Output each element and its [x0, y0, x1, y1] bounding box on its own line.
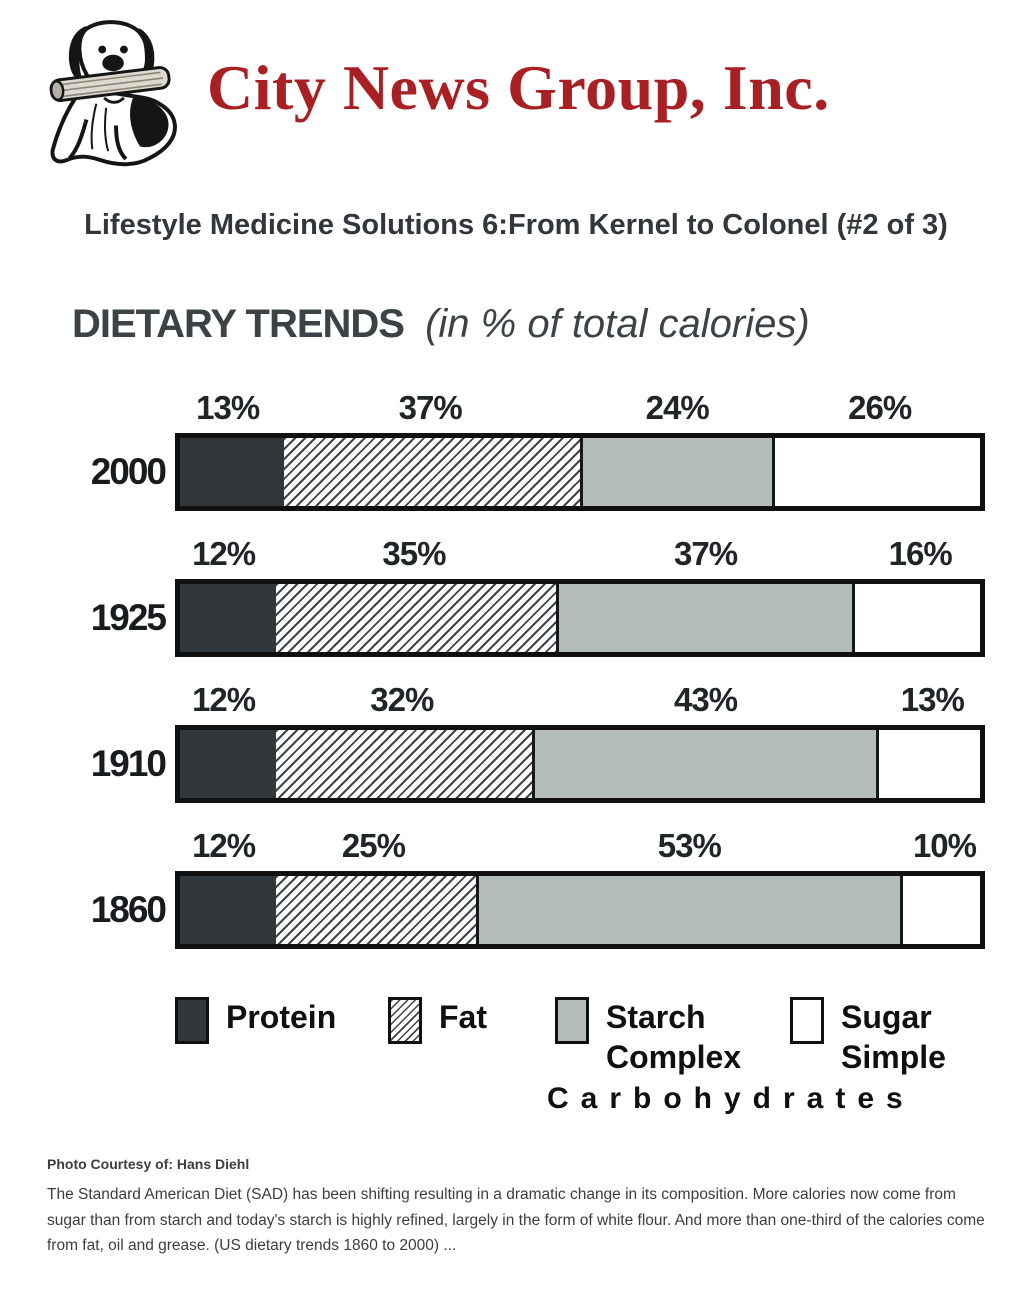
bar-segment-starch-1925: [556, 583, 852, 652]
chart-title-sub: (in % of total calories): [425, 301, 810, 346]
percent-label-starch-1925: 37%: [674, 534, 738, 572]
legend-item-protein: Protein: [175, 996, 388, 1079]
percent-labels-row-1925: 12% 35% 37% 16%: [175, 535, 985, 573]
stacked-bar-1910: [175, 724, 985, 803]
bar-segment-sugar-2000: [772, 437, 980, 506]
legend-item-sugar: Sugar Simple: [790, 996, 985, 1079]
percent-label-protein-1860: 12%: [192, 826, 256, 864]
article-caption: Photo Courtesy of: Hans Diehl The Standa…: [47, 1156, 985, 1257]
legend-swatch-fat-icon: [388, 996, 422, 1044]
chart-rows: 13% 37% 24% 26% 2000 12% 35% 37% 16% 1925 12% 32% 43…: [50, 389, 985, 949]
bar-segment-fat-1860: [276, 875, 476, 944]
bar-segment-sugar-1910: [876, 729, 980, 798]
bar-segment-starch-1910: [532, 729, 876, 798]
legend-item-starch: Starch Complex: [555, 996, 790, 1079]
page-title: Lifestyle Medicine Solutions 6:From Kern…: [84, 209, 948, 241]
stacked-bar-1925: [175, 578, 985, 657]
stacked-bar-2000: [175, 432, 985, 511]
legend-label-fat: Fat: [439, 998, 487, 1035]
percent-label-fat-2000: 37%: [398, 388, 463, 426]
bar-segment-sugar-1860: [900, 875, 980, 944]
dietary-trends-chart: DIETARY TRENDS (in % of total calories) …: [50, 302, 985, 1117]
percent-labels-row-1910: 12% 32% 43% 13%: [175, 681, 985, 719]
bar-segment-fat-1910: [276, 729, 532, 798]
dog-with-newspaper-icon[interactable]: [45, 9, 193, 167]
legend-swatch-starch-icon: [555, 996, 589, 1044]
chart-title-main: DIETARY TRENDS: [72, 301, 405, 346]
year-label-1925: 1925: [90, 596, 167, 638]
chart-legend: Protein Fat Starch Complex Sugar Simple: [175, 996, 985, 1079]
year-label-2000: 2000: [90, 450, 167, 492]
photo-credit: Photo Courtesy of: Hans Diehl: [47, 1156, 250, 1173]
bar-segment-protein-2000: [180, 437, 284, 506]
legend-label-starch: Starch Complex: [606, 998, 742, 1076]
percent-label-fat-1860: 25%: [341, 826, 406, 864]
percent-label-starch-1910: 43%: [673, 680, 738, 718]
bar-row-2000: 2000: [50, 432, 985, 511]
site-header: City News Group, Inc.: [0, 0, 1032, 168]
percent-label-protein-2000: 13%: [196, 388, 260, 426]
article-paragraph: The Standard American Diet (SAD) has bee…: [47, 1186, 985, 1254]
percent-label-fat-1910: 32%: [370, 680, 434, 718]
bar-segment-protein-1860: [180, 875, 276, 944]
brand-name[interactable]: City News Group, Inc.: [207, 52, 830, 123]
bar-segment-starch-2000: [580, 437, 772, 506]
legend-label-protein: Protein: [226, 998, 337, 1035]
bar-row-1860: 1860: [50, 870, 985, 949]
percent-label-sugar-1925: 16%: [888, 534, 953, 572]
percent-label-protein-1925: 12%: [192, 534, 256, 572]
legend-item-fat: Fat: [388, 996, 555, 1079]
chart-row-1860: 12% 25% 53% 10% 1860: [50, 827, 985, 949]
percent-label-protein-1910: 12%: [192, 680, 256, 718]
chart-row-1925: 12% 35% 37% 16% 1925: [50, 535, 985, 657]
bar-segment-fat-2000: [284, 437, 580, 506]
bar-segment-fat-1925: [276, 583, 556, 652]
percent-label-fat-1925: 35%: [382, 534, 446, 572]
percent-labels-row-2000: 13% 37% 24% 26%: [175, 389, 985, 427]
legend-swatch-protein-icon: [175, 996, 209, 1044]
bar-segment-starch-1860: [476, 875, 900, 944]
bar-segment-protein-1925: [180, 583, 276, 652]
year-label-1860: 1860: [90, 888, 167, 930]
percent-label-starch-1860: 53%: [657, 826, 722, 864]
percent-label-starch-2000: 24%: [645, 388, 710, 426]
bar-row-1910: 1910: [50, 724, 985, 803]
percent-label-sugar-2000: 26%: [848, 388, 912, 426]
percent-label-sugar-1860: 10%: [912, 826, 977, 864]
stacked-bar-1860: [175, 870, 985, 949]
percent-label-sugar-1910: 13%: [900, 680, 965, 718]
bar-segment-protein-1910: [180, 729, 276, 798]
bar-segment-sugar-1925: [852, 583, 980, 652]
legend-label-sugar: Sugar Simple: [841, 998, 946, 1076]
chart-row-1910: 12% 32% 43% 13% 1910: [50, 681, 985, 803]
chart-row-2000: 13% 37% 24% 26% 2000: [50, 389, 985, 511]
chart-title: DIETARY TRENDS (in % of total calories): [72, 302, 985, 347]
bar-row-1925: 1925: [50, 578, 985, 657]
legend-group-label: Carbohydrates: [547, 1082, 915, 1116]
year-label-1910: 1910: [90, 742, 167, 784]
legend-swatch-sugar-icon: [790, 996, 824, 1044]
percent-labels-row-1860: 12% 25% 53% 10%: [175, 827, 985, 865]
